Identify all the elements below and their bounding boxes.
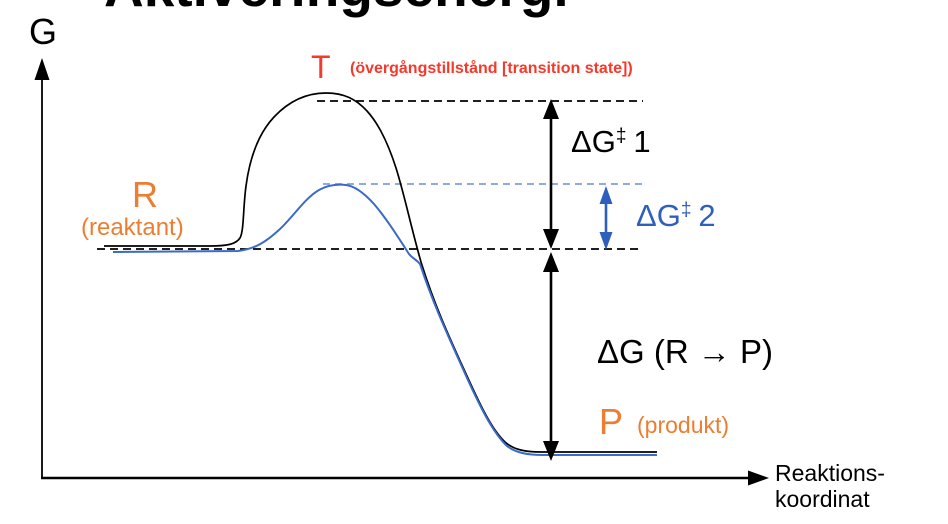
activation-energy-2-label: ΔG‡ 2: [636, 200, 716, 231]
x-axis: [41, 470, 769, 486]
activation-energy-2-base: ΔG: [636, 198, 681, 233]
product-description: (produkt): [637, 412, 730, 438]
x-axis-label-line1: Reaktions-: [775, 460, 885, 486]
transition-state-description: (övergångstillstånd [transition state]): [350, 60, 633, 77]
transition-state-label: T: [311, 49, 331, 85]
double-dagger-symbol: ‡: [615, 125, 627, 147]
y-axis-arrowhead: [34, 58, 50, 80]
x-axis-label: Reaktions- koordinat: [775, 460, 945, 513]
double-dagger-symbol: ‡: [680, 199, 692, 221]
y-axis: [34, 58, 50, 478]
y-axis-label: G: [29, 11, 58, 52]
product-label: P: [599, 401, 624, 442]
reactant-description: (reaktant): [81, 214, 184, 241]
reaction-energy-arrow: [543, 252, 559, 461]
overall-reaction-energy-label: ΔG (R → P): [597, 333, 774, 370]
reactant-label: R: [132, 174, 158, 215]
activation-energy-2-arrow: [599, 186, 613, 250]
slide-title: Aktiveringsenergi: [104, 0, 569, 15]
low-barrier-curve: [112, 183, 657, 456]
x-axis-label-line2: koordinat: [775, 485, 870, 512]
x-axis-arrowhead: [748, 470, 769, 486]
activation-energy-2-number: 2: [698, 198, 716, 233]
activation-energy-1-label: ΔG‡ 1: [571, 126, 651, 157]
activation-energy-1-arrow: [543, 99, 559, 249]
activation-energy-1-base: ΔG: [571, 124, 616, 159]
activation-energy-1-number: 1: [633, 124, 651, 159]
